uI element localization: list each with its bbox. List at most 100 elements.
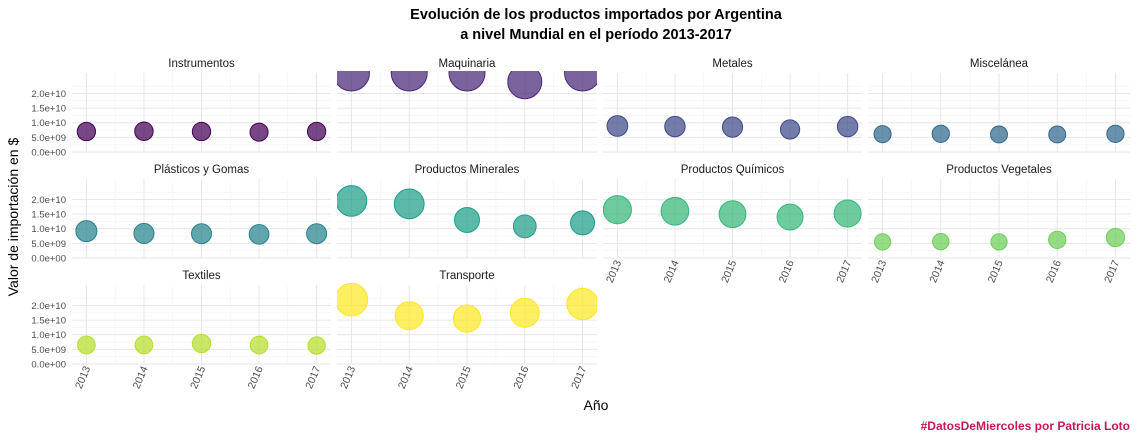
y-tick-label: 0.0e+00 [31,148,66,159]
data-point [779,119,801,140]
facet-panel: Plásticos y Gomas 0.0e+00 5.0e+09 1.0e+10 1.… [31,164,331,265]
facet-label: Maquinaria [439,58,496,70]
data-point [873,233,892,251]
data-point [249,122,269,142]
data-point [566,287,597,321]
x-tick-label: 2013 [869,258,889,284]
data-point [337,185,368,217]
x-tick-label: 2014 [131,364,151,390]
y-tick-label: 1.0e+10 [31,224,66,235]
data-point [134,121,154,141]
x-tick-label: 2016 [777,258,797,284]
data-point [307,336,326,355]
data-point [133,222,155,244]
data-point [718,200,747,229]
facet-panel: Productos Minerales [337,164,597,259]
y-tick-label: 1.5e+10 [31,316,66,327]
caption: #DatosDeMiercoles por Patricia Loto [921,419,1130,433]
data-point [932,232,950,251]
facet-label: Productos Minerales [415,164,520,176]
data-point [507,71,543,100]
data-point [448,71,486,92]
chart-title: Evolución de los productos importados po… [410,7,783,23]
y-axis-label: Valor de importación en $ [5,138,21,297]
y-tick-label: 0.0e+00 [31,360,66,371]
x-tick-label: 2017 [303,364,323,390]
facet-label: Miscelánea [970,58,1029,70]
facet-label: Textiles [182,270,221,282]
x-tick-label: 2013 [604,258,624,284]
facet-label: Transporte [439,270,494,282]
data-point [452,304,482,333]
data-point [660,196,690,226]
y-tick-label: 1.0e+10 [31,330,66,341]
x-tick-label: 2015 [719,258,739,284]
facet-label: Metales [712,58,753,70]
data-point [833,199,862,228]
data-point [776,203,804,231]
x-tick-label: 2014 [662,258,682,284]
facet-label: Instrumentos [168,58,235,70]
data-point [836,115,859,138]
y-tick-label: 1.5e+10 [31,210,66,221]
data-point [570,210,596,236]
data-point [191,121,212,142]
y-tick-label: 0.0e+00 [31,254,66,265]
data-point [134,335,154,355]
y-tick-label: 5.0e+09 [31,239,66,250]
facet-panel: Productos Químicos 2013 2014 2015 2016 2017 [603,164,862,285]
facet-panel: Transporte 2013 2014 2015 2016 2017 [337,270,597,391]
facet-panel: Instrumentos 0.0e+00 5.0e+09 1.0e+10 1.5e+10… [31,58,331,159]
data-point [393,188,425,220]
y-tick-label: 2.0e+10 [31,301,66,312]
x-tick-label: 2014 [396,364,416,390]
data-point [1106,124,1125,143]
x-tick-label: 2016 [511,364,531,390]
data-point [990,233,1008,251]
data-point [306,121,327,142]
facet-panel: Textiles 0.0e+00 5.0e+09 1.0e+10 1.5e+10 2.0e… [31,270,331,391]
x-tick-label: 2013 [73,364,93,390]
x-tick-label: 2015 [454,364,474,390]
x-tick-label: 2014 [927,258,947,284]
x-tick-label: 2017 [569,364,589,390]
data-point [564,71,597,92]
x-tick-label: 2017 [834,258,854,284]
facet-panels: Instrumentos 0.0e+00 5.0e+09 1.0e+10 1.5e+10… [31,58,1130,391]
data-point [248,223,270,245]
x-tick-label: 2015 [188,364,208,390]
data-point [191,223,212,245]
facet-label: Productos Vegetales [946,164,1052,176]
data-point [306,223,328,245]
facet-panel: Miscelánea [868,58,1130,153]
data-point [77,335,96,355]
data-point [337,71,370,92]
facet-panel: Maquinaria [337,58,597,153]
data-point [249,335,269,355]
y-tick-label: 5.0e+09 [31,133,66,144]
x-axis-label: Año [584,397,609,413]
facet-label: Plásticos y Gomas [154,164,249,176]
data-point [76,121,97,142]
y-tick-label: 1.0e+10 [31,118,66,129]
data-point [191,333,212,354]
data-point [512,214,537,239]
facet-panel: Productos Vegetales 2013 2014 2015 2016 2017 [868,164,1130,285]
data-point [1105,227,1126,248]
x-tick-label: 2017 [1102,258,1122,284]
data-point [1048,230,1067,249]
y-tick-label: 2.0e+10 [31,195,66,206]
data-point [509,297,540,328]
data-point [390,71,428,92]
data-point [721,116,744,138]
x-tick-label: 2013 [338,364,358,390]
facet-panel: Metales [603,58,862,153]
chart-subtitle: a nivel Mundial en el período 2013-2017 [460,27,732,43]
data-point [931,124,950,143]
x-tick-label: 2016 [1044,258,1064,284]
x-tick-label: 2015 [986,258,1006,284]
facet-label: Productos Químicos [681,164,785,176]
data-point [454,206,480,233]
data-point [337,283,369,317]
data-point [873,125,892,144]
